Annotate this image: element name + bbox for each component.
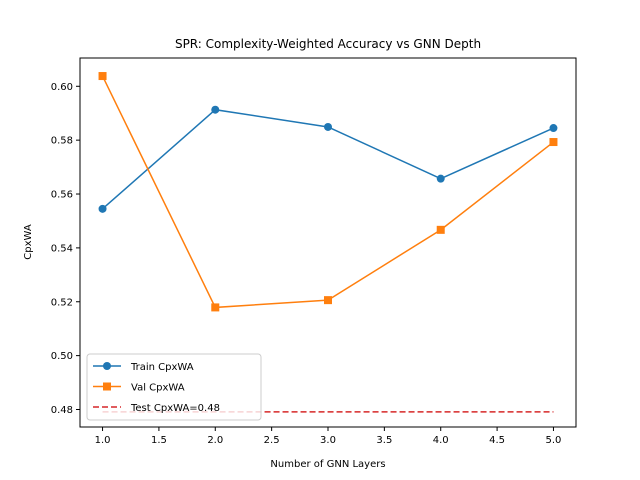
y-axis-title: CpxWA	[23, 224, 34, 260]
legend-label-2: Val CpxWA	[131, 383, 185, 394]
x-tick-label: 1.0	[95, 435, 111, 446]
x-tick-label: 5.0	[546, 435, 562, 446]
legend: Train CpxWA Val CpxWA Test CpxWA=0.48	[86, 353, 262, 421]
series-1-point-2	[211, 105, 220, 114]
x-tick-label: 4.0	[433, 435, 449, 446]
series-2-point-2	[211, 303, 220, 312]
y-tick-label: 0.48	[51, 405, 73, 416]
legend-label-1: Train CpxWA	[130, 362, 194, 373]
x-tick-label: 4.5	[489, 435, 505, 446]
x-tick-label: 1.5	[151, 435, 167, 446]
series-2-point-4	[436, 225, 445, 234]
series-2-point-1	[98, 72, 107, 81]
x-axis-title: Number of GNN Layers	[270, 459, 385, 470]
y-tick-label: 0.60	[51, 82, 73, 93]
series-2-point-3	[324, 296, 332, 305]
x-tick-label: 3.5	[376, 435, 392, 446]
series-1-point-5	[549, 124, 558, 133]
y-tick-label: 0.54	[51, 243, 73, 254]
series-1-point-1	[98, 204, 107, 213]
y-tick-label: 0.50	[51, 351, 73, 362]
legend-label-3: Test CpxWA=0.48	[130, 403, 220, 414]
chart-title: SPR: Complexity-Weighted Accuracy vs GNN…	[175, 37, 481, 51]
legend-marker-2	[103, 382, 111, 391]
x-tick-label: 3.0	[320, 435, 336, 446]
x-tick-label: 2.0	[207, 435, 223, 446]
axis-ticks: 1.0 1.5 2.0 2.5 3.0 3.5 4.0 4.5 5.0 0.48 0.50 0.52 0…	[51, 82, 562, 446]
legend-box	[86, 353, 262, 421]
series-2-point-5	[549, 138, 558, 147]
x-tick-label: 2.5	[264, 435, 280, 446]
y-tick-label: 0.58	[51, 136, 73, 147]
y-tick-label: 0.52	[51, 297, 73, 308]
legend-marker-1	[103, 362, 111, 370]
series-1-point-3	[324, 122, 332, 131]
y-tick-label: 0.56	[51, 190, 73, 201]
series-1-point-4	[436, 174, 445, 183]
